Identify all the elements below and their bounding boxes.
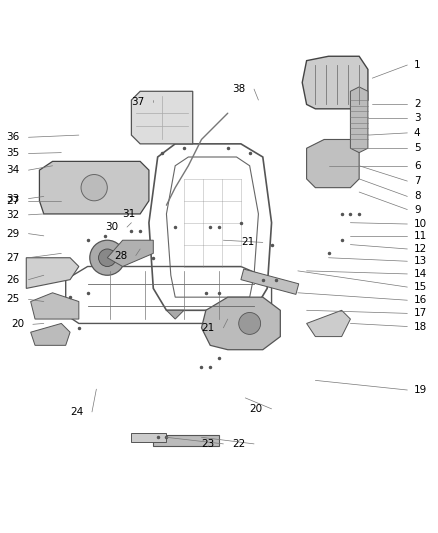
Circle shape	[81, 174, 107, 201]
Text: 22: 22	[232, 439, 245, 449]
Bar	[241, 269, 299, 294]
Polygon shape	[302, 56, 368, 109]
Text: 21: 21	[241, 237, 254, 247]
Text: 17: 17	[414, 309, 427, 318]
Text: 32: 32	[7, 210, 20, 220]
Text: 27: 27	[7, 196, 20, 206]
Text: 36: 36	[7, 132, 20, 142]
Text: 12: 12	[414, 244, 427, 254]
Text: 30: 30	[105, 222, 118, 232]
Text: 28: 28	[114, 251, 127, 261]
Text: 33: 33	[7, 193, 20, 204]
Circle shape	[90, 240, 125, 275]
Text: 2: 2	[414, 100, 420, 109]
Text: 35: 35	[7, 149, 20, 158]
Text: 26: 26	[7, 274, 20, 285]
Text: 18: 18	[414, 321, 427, 332]
Text: 20: 20	[11, 319, 24, 329]
Polygon shape	[31, 324, 70, 345]
Polygon shape	[131, 91, 193, 144]
Text: 9: 9	[414, 205, 420, 215]
Text: 24: 24	[70, 407, 83, 417]
Circle shape	[99, 249, 116, 266]
Text: 16: 16	[414, 295, 427, 305]
Polygon shape	[31, 293, 79, 319]
Polygon shape	[107, 240, 153, 266]
Text: 31: 31	[123, 209, 136, 219]
Text: 23: 23	[201, 439, 215, 449]
Text: 1: 1	[414, 60, 420, 70]
Polygon shape	[307, 310, 350, 336]
Bar	[131, 433, 166, 442]
Polygon shape	[201, 297, 280, 350]
Text: 15: 15	[414, 282, 427, 292]
Text: 4: 4	[414, 128, 420, 138]
Text: 27: 27	[7, 253, 20, 263]
Circle shape	[239, 312, 261, 334]
Text: 34: 34	[7, 165, 20, 175]
Text: 6: 6	[414, 161, 420, 171]
Text: 38: 38	[232, 84, 245, 94]
Text: 37: 37	[131, 97, 145, 107]
Text: 20: 20	[250, 404, 263, 414]
Text: 19: 19	[414, 385, 427, 395]
Text: 7: 7	[414, 176, 420, 186]
Polygon shape	[237, 310, 254, 319]
Polygon shape	[39, 161, 149, 214]
Text: 13: 13	[414, 256, 427, 266]
Polygon shape	[26, 258, 79, 288]
Polygon shape	[166, 310, 184, 319]
Bar	[153, 435, 219, 446]
Text: 11: 11	[414, 231, 427, 241]
Polygon shape	[307, 140, 359, 188]
Text: 10: 10	[414, 219, 427, 229]
Text: 8: 8	[414, 191, 420, 201]
Text: 3: 3	[414, 112, 420, 123]
Text: 25: 25	[7, 294, 20, 304]
Text: 21: 21	[201, 323, 215, 333]
Text: 29: 29	[7, 229, 20, 239]
Text: 14: 14	[414, 269, 427, 279]
Text: 5: 5	[414, 143, 420, 154]
Polygon shape	[350, 87, 368, 152]
